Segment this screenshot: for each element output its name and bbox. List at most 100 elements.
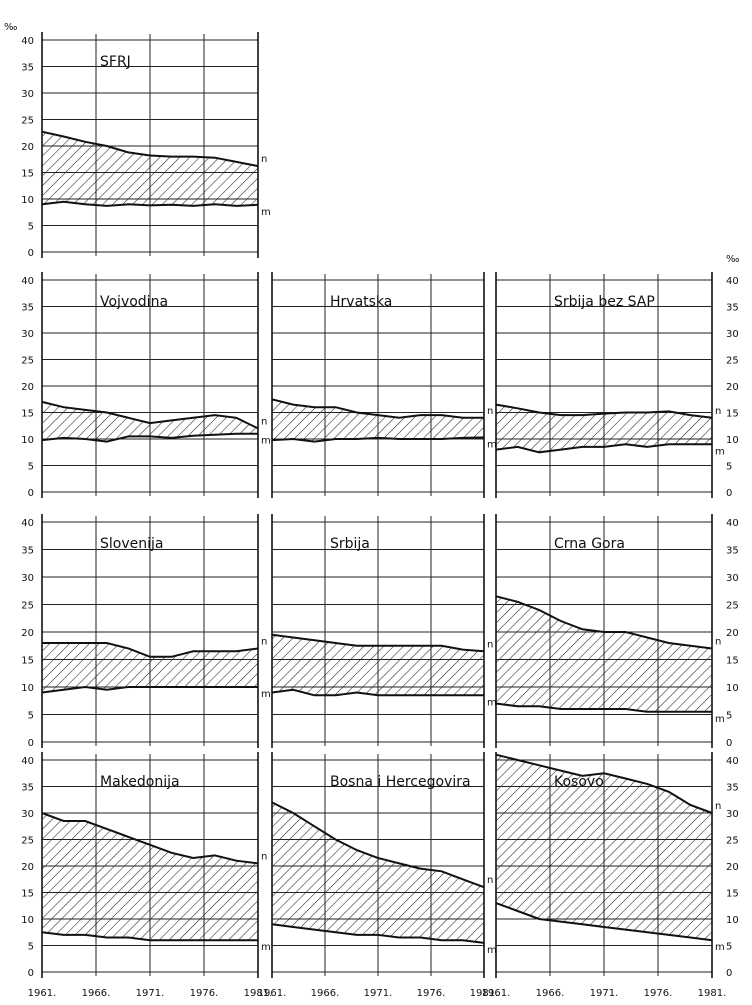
y-tick-label: 30 (21, 809, 34, 820)
y-tick-label: 35 (21, 303, 34, 314)
y-tick-label: 20 (21, 628, 34, 639)
y-tick-label: 30 (21, 89, 34, 100)
panel-10: n m Kosovo 0 5 10 15 20 25 30 35 40 (495, 752, 739, 979)
x-tick-label: 1961. (28, 988, 57, 999)
death-rate-line (271, 436, 485, 443)
panel-title: Bosna i Hercegovira (330, 774, 471, 790)
x-tick-label: 1966. (536, 988, 565, 999)
natural-increase-band (496, 754, 712, 941)
y-tick-label: 5 (28, 462, 34, 473)
series-label-m: m (715, 714, 725, 725)
death-rate-line (271, 923, 485, 944)
y-tick-label: 25 (726, 356, 739, 367)
y-tick-label: 0 (726, 488, 732, 499)
y-tick-label: 0 (726, 738, 732, 749)
x-tick-label: 1976. (644, 988, 673, 999)
natural-increase-band (496, 596, 712, 712)
birth-rate-line (495, 595, 713, 650)
y-tick-label: 40 (21, 36, 34, 47)
birth-rate-line (41, 812, 259, 865)
y-tick-label: 10 (21, 683, 34, 694)
panel-title: Srbija (330, 536, 370, 552)
y-tick-label: 5 (726, 942, 732, 953)
y-tick-label: 25 (21, 601, 34, 612)
y-tick-label: 15 (726, 656, 739, 667)
death-rate-line (41, 931, 258, 942)
x-tick-label: 1976. (190, 988, 219, 999)
y-tick-label: 10 (21, 195, 34, 206)
y-tick-label: 15 (21, 656, 34, 667)
y-tick-label: 20 (726, 628, 739, 639)
y-tick-label: 40 (21, 756, 34, 767)
y-tick-label: 40 (726, 518, 739, 529)
x-tick-label: 1971. (364, 988, 393, 999)
series-label-m: m (715, 446, 725, 457)
y-tick-label: 20 (21, 382, 34, 393)
y-tick-label: 30 (726, 573, 739, 584)
panel-title: Vojvodina (100, 294, 168, 310)
series-label-m: m (715, 942, 725, 953)
death-rate-line (41, 200, 259, 207)
panel-8: n m Makedonija 0 5 10 15 20 25 30 35 40 (21, 752, 271, 979)
series-label-n: n (715, 637, 721, 648)
panel-3: n m Hrvatska (271, 272, 497, 498)
birth-rate-line (271, 398, 484, 419)
y-tick-label: 25 (726, 836, 739, 847)
y-tick-label: 40 (726, 756, 739, 767)
unit-label-left: ‰ (4, 22, 17, 33)
series-label-n: n (261, 851, 267, 862)
y-tick-label: 35 (21, 783, 34, 794)
panel-title: Srbija bez SAP (554, 294, 655, 310)
x-tick-label: 1981. (698, 988, 727, 999)
death-rate-line (495, 443, 712, 454)
death-rate-line (495, 702, 712, 713)
y-tick-label: 35 (21, 546, 34, 557)
y-tick-label: 40 (726, 276, 739, 287)
series-label-m: m (261, 689, 271, 700)
x-tick-label: 1981. (244, 988, 273, 999)
death-rate-line (271, 688, 484, 697)
natural-increase-band (272, 399, 484, 442)
series-label-m: m (261, 436, 271, 447)
panel-1: n m SFRJ 0 5 10 15 20 25 30 35 40 (21, 32, 271, 259)
series-label-m: m (261, 207, 271, 218)
y-tick-label: 10 (21, 915, 34, 926)
series-label-m: m (487, 945, 497, 956)
panel-2: nm Vojvodina 0 5 10 15 20 25 30 35 40 (21, 272, 271, 499)
y-tick-label: 30 (21, 573, 34, 584)
panel-title: Kosovo (554, 774, 604, 790)
series-label-n: n (261, 637, 267, 648)
panel-9: n m Bosna i Hercegovira (271, 752, 497, 978)
natural-increase-band (42, 643, 258, 693)
series-label-n: n (487, 875, 493, 886)
panel-5: n m Slovenija 0 5 10 15 20 25 30 35 40 (21, 514, 271, 749)
y-tick-label: 30 (726, 329, 739, 340)
x-tick-label: 1981. (470, 988, 499, 999)
y-tick-label: 15 (726, 889, 739, 900)
panel-4: n m Srbija bez SAP 0 5 10 15 20 25 30 35 40 (495, 272, 739, 499)
y-tick-label: 5 (28, 222, 34, 233)
x-tick-label: 1976. (417, 988, 446, 999)
birth-rate-line (495, 403, 713, 419)
natural-increase-band (42, 813, 258, 941)
y-tick-label: 35 (726, 546, 739, 557)
panel-title: Slovenija (100, 536, 163, 552)
natural-increase-band (42, 131, 258, 206)
y-tick-label: 20 (21, 862, 34, 873)
y-tick-label: 25 (21, 356, 34, 367)
y-tick-label: 5 (726, 711, 732, 722)
x-tick-label: 1961. (258, 988, 287, 999)
y-tick-label: 0 (726, 968, 732, 979)
birth-rate-line (41, 400, 259, 430)
y-tick-label: 25 (21, 836, 34, 847)
y-tick-label: 10 (726, 683, 739, 694)
y-tick-label: 30 (726, 809, 739, 820)
y-tick-label: 15 (21, 889, 34, 900)
y-tick-label: 35 (726, 303, 739, 314)
birth-rate-line (495, 753, 713, 814)
natural-increase-band (272, 802, 484, 943)
series-label-m: m (487, 439, 497, 450)
birth-rate-line (41, 130, 259, 168)
y-tick-label: 35 (726, 783, 739, 794)
